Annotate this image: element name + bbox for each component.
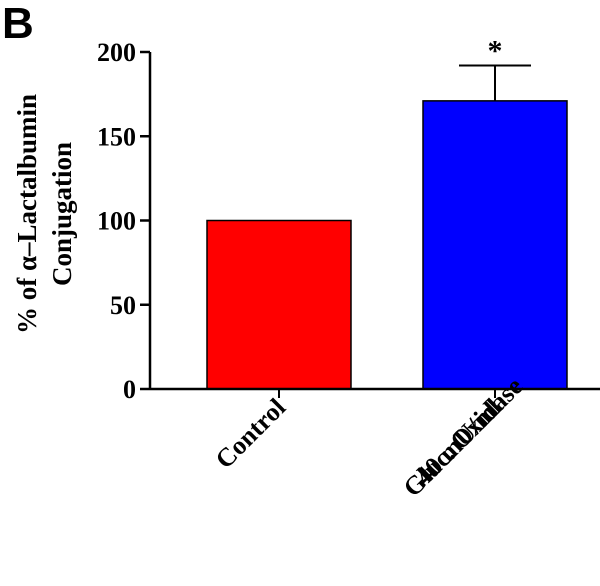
significance-marker-2: * bbox=[488, 34, 503, 67]
y-axis-title-line-1: % of α–Lactalbumin bbox=[12, 94, 42, 334]
y-tick-label-50: 50 bbox=[110, 291, 136, 320]
y-tick-label-100: 100 bbox=[97, 207, 136, 236]
bar-1 bbox=[206, 219, 352, 390]
bar-2 bbox=[422, 100, 568, 390]
category-label-1-line-1: Control bbox=[210, 393, 291, 474]
y-tick-label-150: 150 bbox=[97, 122, 136, 151]
y-axis-title-line-2: Conjugation bbox=[47, 142, 77, 286]
y-tick-label-200: 200 bbox=[97, 38, 136, 67]
category-label-2-line-2: 40 mU/ml bbox=[410, 393, 508, 491]
y-tick-label-0: 0 bbox=[123, 375, 136, 404]
panel-label: B bbox=[2, 0, 34, 48]
y-axis-title: % of α–Lactalbumin Conjugation bbox=[12, 94, 77, 334]
